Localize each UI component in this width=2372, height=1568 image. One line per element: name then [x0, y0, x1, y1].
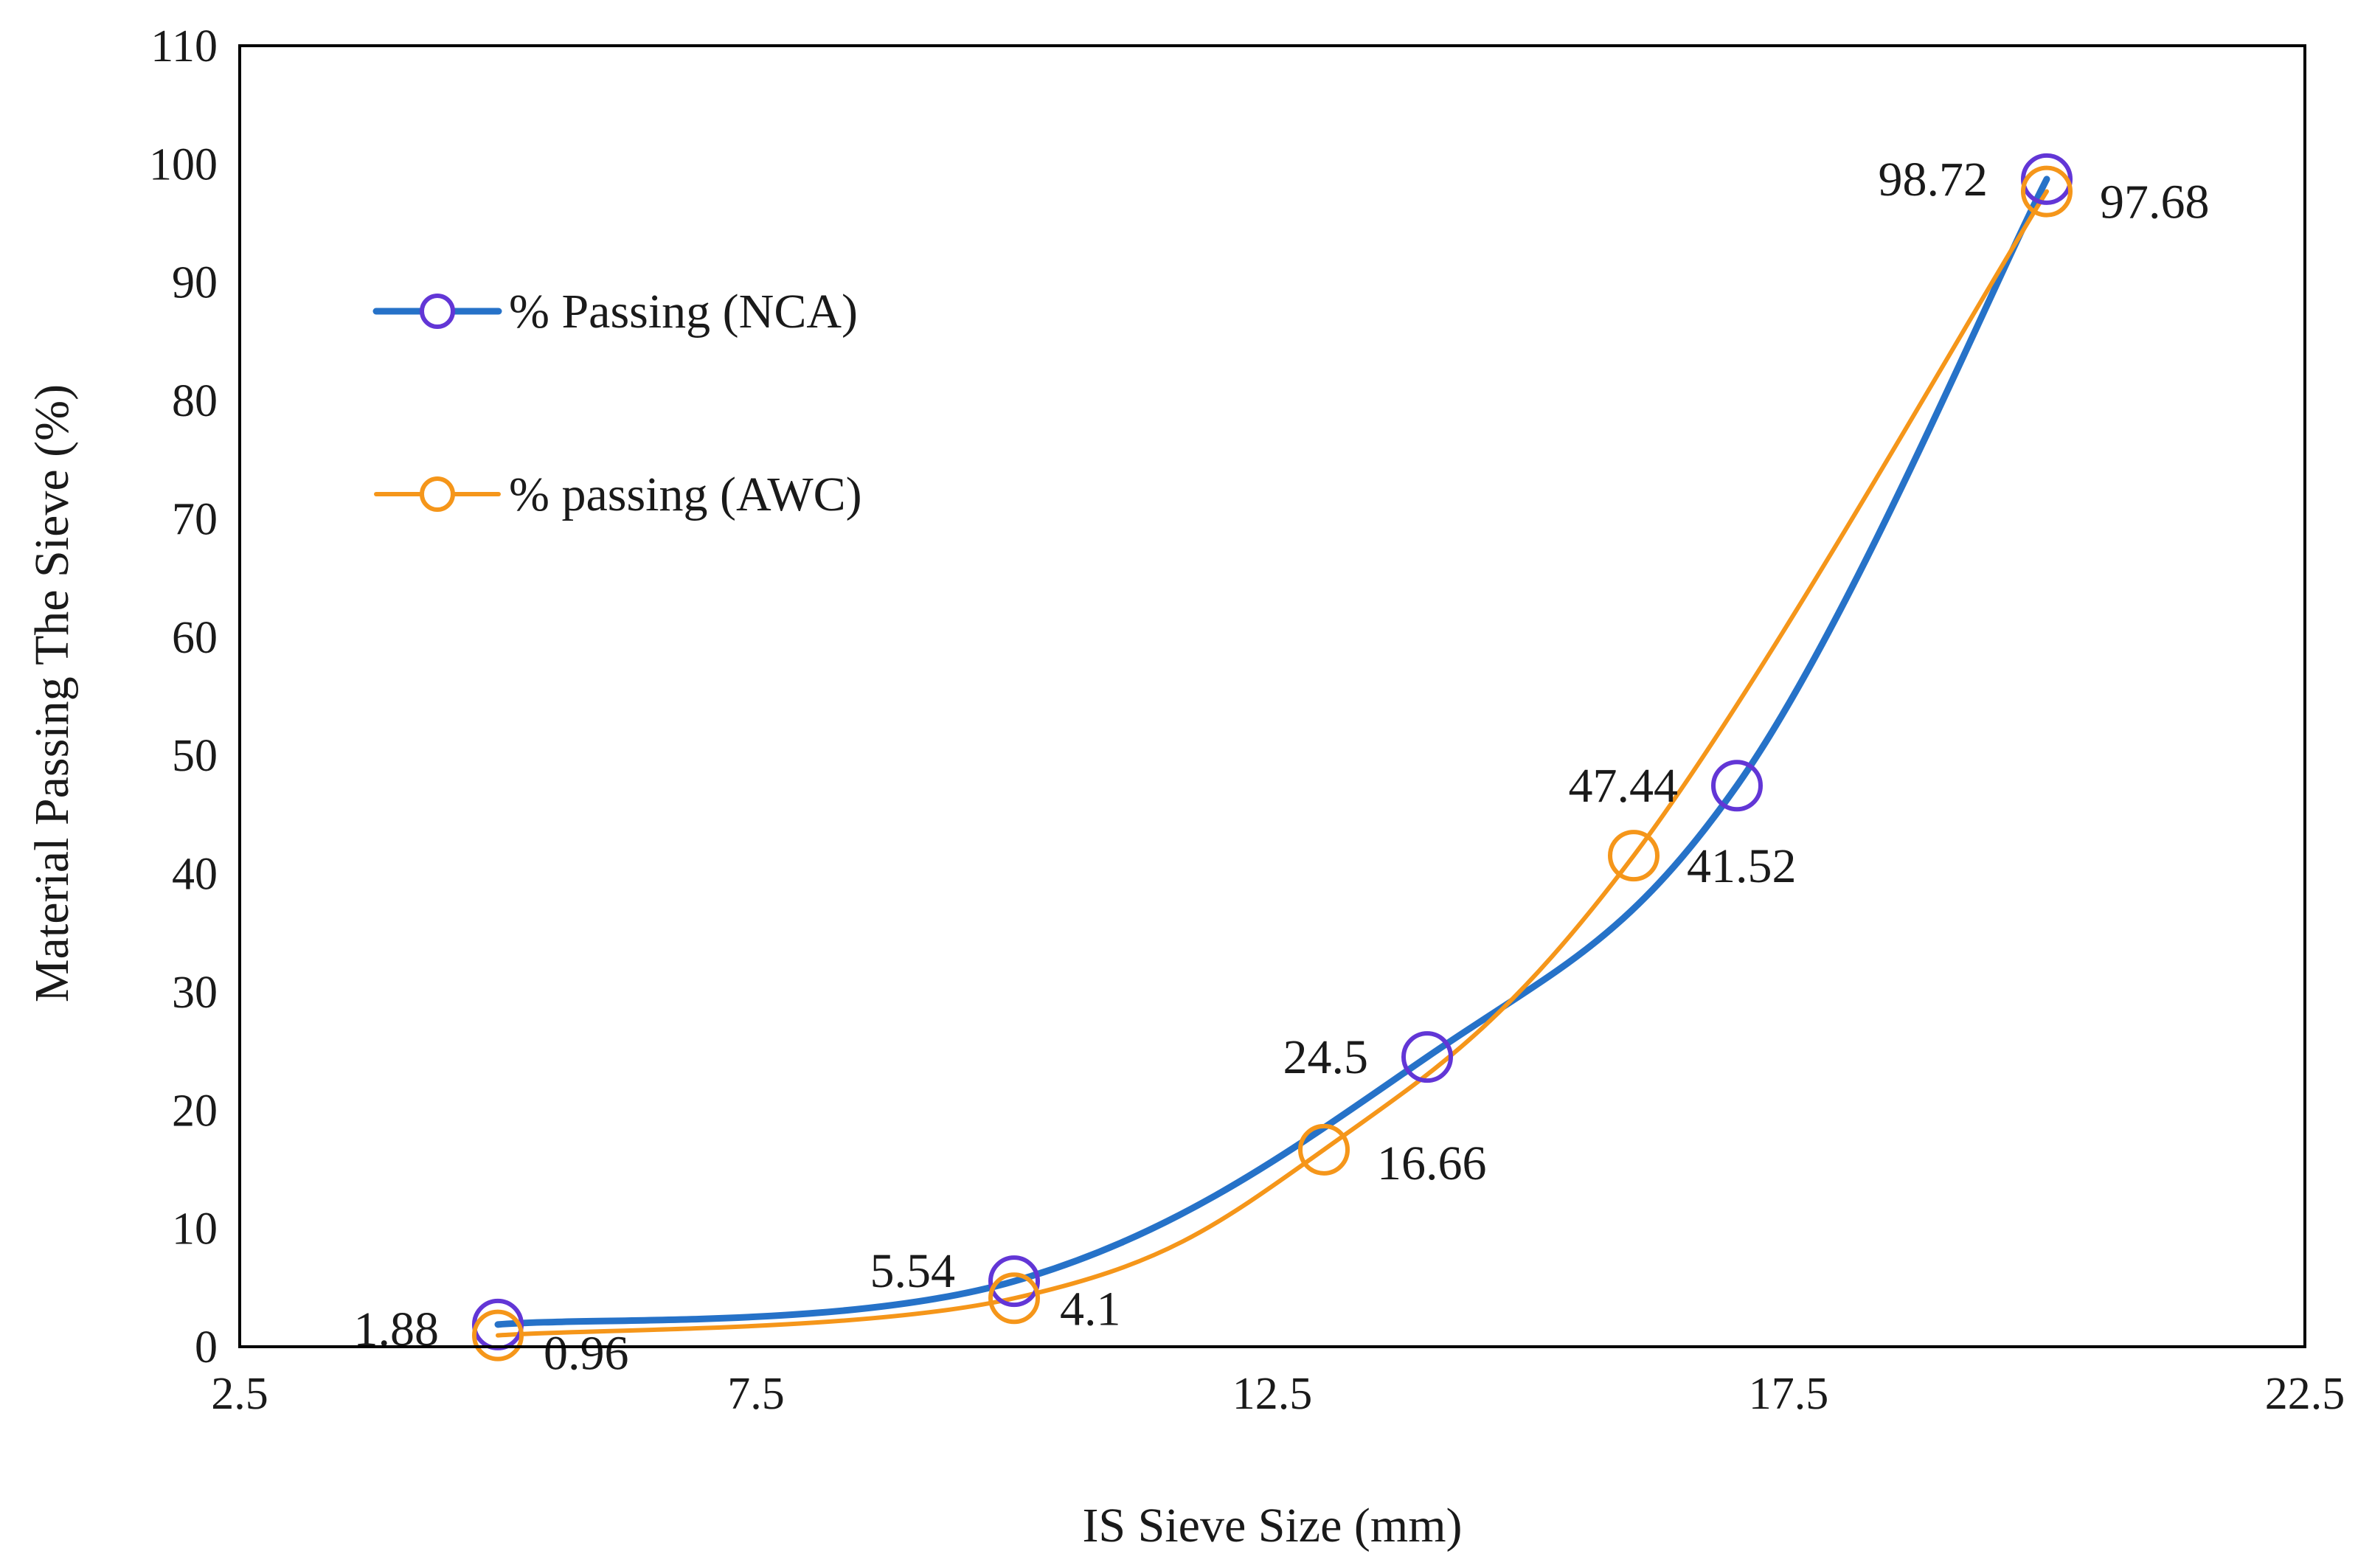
y-tick-label: 90 — [172, 258, 218, 308]
legend-item-awc: % passing (AWC) — [374, 468, 862, 521]
x-tick-label: 2.5 — [211, 1369, 268, 1419]
series-line-nca — [494, 176, 2050, 1328]
y-axis-ticks: 0 10 20 30 40 50 60 70 80 90 100 110 — [149, 21, 218, 1373]
x-tick-label: 22.5 — [2265, 1369, 2345, 1419]
legend-label-awc: % passing (AWC) — [509, 468, 862, 521]
y-tick-label: 30 — [172, 968, 218, 1018]
data-point-awc — [1298, 1123, 1350, 1176]
x-tick-label: 7.5 — [727, 1369, 785, 1419]
data-point-nca — [1401, 1031, 1453, 1083]
data-label-nca: 5.54 — [870, 1244, 956, 1298]
legend-item-nca: % Passing (NCA) — [372, 285, 858, 339]
data-labels: 1.885.5424.547.4498.720.964.116.6641.529… — [354, 153, 2210, 1381]
x-axis-title: IS Sieve Size (mm) — [1082, 1499, 1462, 1553]
legend-label-nca: % Passing (NCA) — [509, 285, 858, 339]
y-tick-label: 10 — [172, 1204, 218, 1255]
data-point-awc — [472, 1309, 524, 1361]
data-label-nca: 24.5 — [1283, 1030, 1369, 1084]
y-tick-label: 20 — [172, 1086, 218, 1136]
data-point-nca — [2021, 153, 2073, 205]
legend-marker-awc — [420, 476, 455, 512]
y-tick-label: 110 — [150, 21, 218, 72]
data-label-awc: 41.52 — [1687, 839, 1797, 893]
plot-frame — [238, 44, 2306, 1348]
data-point-awc — [2021, 165, 2073, 218]
y-tick-label: 50 — [172, 731, 218, 781]
data-point-nca — [988, 1255, 1040, 1308]
series-line-awc — [496, 189, 2049, 1338]
y-tick-label: 0 — [195, 1322, 218, 1373]
data-point-awc — [1608, 830, 1660, 882]
data-label-awc: 97.68 — [2100, 176, 2210, 229]
data-label-awc: 16.66 — [1377, 1137, 1487, 1190]
y-tick-label: 100 — [149, 139, 218, 190]
legend: % Passing (NCA) % passing (AWC) — [372, 285, 862, 521]
y-tick-label: 40 — [172, 850, 218, 900]
data-label-nca: 47.44 — [1569, 759, 1679, 813]
data-label-awc: 4.1 — [1060, 1282, 1121, 1336]
y-tick-label: 70 — [172, 494, 218, 544]
legend-marker-nca — [420, 294, 455, 329]
y-axis-title: Material Passing The Sieve (%) — [25, 384, 79, 1002]
data-point-awc — [988, 1272, 1040, 1325]
data-label-awc: 0.96 — [544, 1327, 629, 1381]
data-point-nca — [1711, 760, 1763, 812]
y-tick-label: 80 — [172, 376, 218, 426]
data-label-nca: 98.72 — [1879, 153, 1988, 207]
x-axis-ticks: 2.5 7.5 12.5 17.5 22.5 — [211, 1369, 2345, 1419]
x-tick-label: 12.5 — [1232, 1369, 1313, 1419]
series-layer — [472, 153, 2073, 1361]
y-tick-label: 60 — [172, 613, 218, 663]
x-tick-label: 17.5 — [1749, 1369, 1829, 1419]
